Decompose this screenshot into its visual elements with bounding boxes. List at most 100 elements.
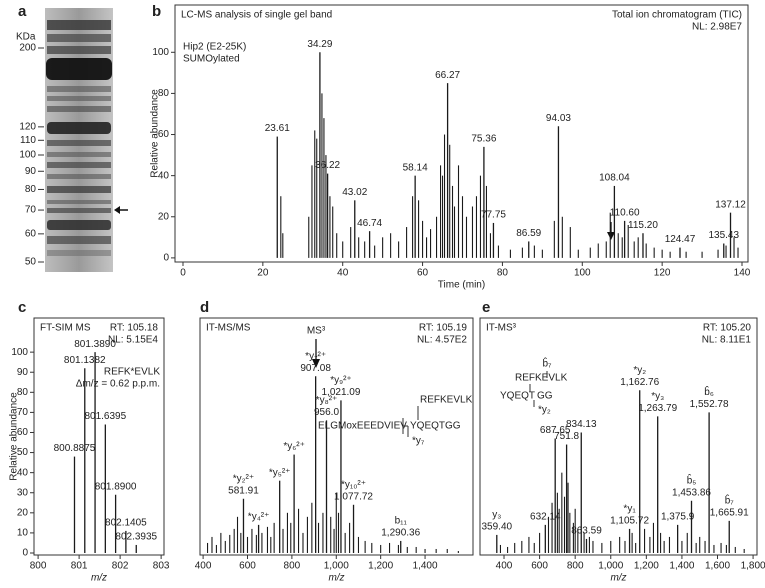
run-note: NL: 8.11E1 xyxy=(702,335,752,346)
x-tick-label: 1,400 xyxy=(669,561,694,572)
panel-letter: d xyxy=(200,299,209,316)
ion-label: *y₂²⁺ xyxy=(233,473,254,484)
annotation: *y₇ xyxy=(412,436,425,447)
panel-letter: a xyxy=(18,3,27,20)
panel-letter: e xyxy=(482,299,490,316)
panel-letter: c xyxy=(18,299,26,316)
annotation: REFKEVLK xyxy=(420,395,473,406)
peak-label: 1,077.72 xyxy=(334,491,373,502)
y-tick-label: 0 xyxy=(22,548,28,559)
peak-label: 1,021.09 xyxy=(321,387,360,398)
annotation: ELGMoxEEEDVIEV xyxy=(318,421,407,432)
peak-label: 863.59 xyxy=(571,526,602,537)
x-tick-label: 800 xyxy=(284,561,301,572)
ion-label: *y₈²⁺ xyxy=(316,395,338,406)
gel-unit: KDa xyxy=(16,32,36,43)
x-tick-label: 800 xyxy=(567,561,584,572)
gel-image xyxy=(45,8,128,272)
y-tick-label: 40 xyxy=(17,467,29,478)
ion-label: *y₁₀²⁺ xyxy=(341,479,366,490)
run-note: RT: 105.18 xyxy=(110,323,159,334)
peak-label: 801.3890 xyxy=(74,339,116,350)
peak-label: 1,375.9 xyxy=(661,512,695,523)
x-tick-label: 1,200 xyxy=(634,561,659,572)
panel-title: IT-MS/MS xyxy=(206,323,251,334)
marker-label: 80 xyxy=(25,184,37,195)
peak-label: 834.13 xyxy=(566,419,597,430)
y-tick-label: 20 xyxy=(17,507,29,518)
sample-note: Hip2 (E2-25K) xyxy=(183,42,246,53)
peak-label: 800.8875 xyxy=(54,443,96,454)
peak-label: 581.91 xyxy=(228,485,259,496)
peak-label: 801.6395 xyxy=(84,411,126,422)
y-tick-label: 70 xyxy=(17,407,29,418)
x-tick-label: 802 xyxy=(112,561,129,572)
annotation-arrows xyxy=(312,222,615,437)
peak-label: 802.3935 xyxy=(115,532,157,543)
annotation: YQEQT xyxy=(500,391,535,402)
y-axis-label: Relative abundance xyxy=(150,89,161,178)
ion-label: *y₄²⁺ xyxy=(248,512,270,523)
x-tick-label: 20 xyxy=(257,268,269,279)
x-tick-label: 140 xyxy=(734,268,751,279)
plot-frame xyxy=(174,4,749,263)
x-tick-label: 1,000 xyxy=(324,561,349,572)
peak-label: 43.02 xyxy=(342,187,367,198)
ion-label: *y₅²⁺ xyxy=(269,467,291,478)
y-tick-label: 60 xyxy=(17,427,29,438)
panel-title: FT-SIM MS xyxy=(40,323,91,334)
x-tick-label: 801 xyxy=(71,561,88,572)
peak-label: 802.1405 xyxy=(105,518,147,529)
peak-label: 77.75 xyxy=(481,210,506,221)
marker-label: 200 xyxy=(19,43,36,54)
run-note: NL: 2.98E7 xyxy=(692,22,742,33)
y-tick-label: 10 xyxy=(17,528,29,539)
marker-label: 110 xyxy=(20,135,36,146)
x-tick-label: 1,600 xyxy=(705,561,730,572)
marker-label: 90 xyxy=(25,166,37,177)
ion-label: y₃ xyxy=(492,510,501,521)
annotation: MS³ xyxy=(307,326,326,337)
y-tick-label: 50 xyxy=(17,447,29,458)
x-tick-label: 1,200 xyxy=(368,561,393,572)
annotation: YQEQTGG xyxy=(410,421,461,432)
run-note: NL: 5.15E4 xyxy=(108,335,158,346)
marker-label: 50 xyxy=(25,257,37,268)
annotation: REFK*EVLK xyxy=(104,367,160,378)
peak-label: 751.8 xyxy=(554,431,579,442)
peak-label: 94.03 xyxy=(546,113,571,124)
x-tick-label: 400 xyxy=(496,561,513,572)
y-tick-label: 0 xyxy=(163,253,169,264)
peak-label: 687.65 xyxy=(540,425,571,436)
marker-label: 70 xyxy=(25,205,37,216)
y-tick-label: 30 xyxy=(17,487,29,498)
peak-label: 58.14 xyxy=(403,162,428,173)
peak-label: 115.20 xyxy=(628,220,658,231)
x-tick-label: 600 xyxy=(531,561,548,572)
y-tick-label: 20 xyxy=(158,211,170,222)
marker-label: 100 xyxy=(19,150,36,161)
ion-label: b₁₁ xyxy=(395,516,408,527)
peak-label: 1,552.78 xyxy=(690,399,729,410)
annotation: Δm/z = 0.62 p.p.m. xyxy=(76,379,160,390)
y-tick-label: 40 xyxy=(158,170,170,181)
x-tick-label: 40 xyxy=(337,268,349,279)
annotation: GG xyxy=(537,391,553,402)
peak-label: 1,162.76 xyxy=(620,377,659,388)
y-tick-label: 80 xyxy=(17,387,29,398)
panel-letter: b xyxy=(152,3,161,20)
peak-label: 108.04 xyxy=(599,173,630,184)
marker-label: 120 xyxy=(19,121,36,132)
x-axis-label: m/z xyxy=(328,573,344,584)
x-tick-label: 120 xyxy=(654,268,671,279)
peak-label: 36.22 xyxy=(315,160,340,171)
peak-label: 359.40 xyxy=(481,522,512,533)
peak-label: 1,263.79 xyxy=(638,403,677,414)
x-tick-label: 80 xyxy=(497,268,509,279)
x-tick-label: 800 xyxy=(30,561,47,572)
annotation: b̂₇ xyxy=(543,356,553,370)
x-tick-label: 803 xyxy=(153,561,170,572)
peak-label: 956.0 xyxy=(314,407,339,418)
x-tick-label: 1,000 xyxy=(598,561,623,572)
